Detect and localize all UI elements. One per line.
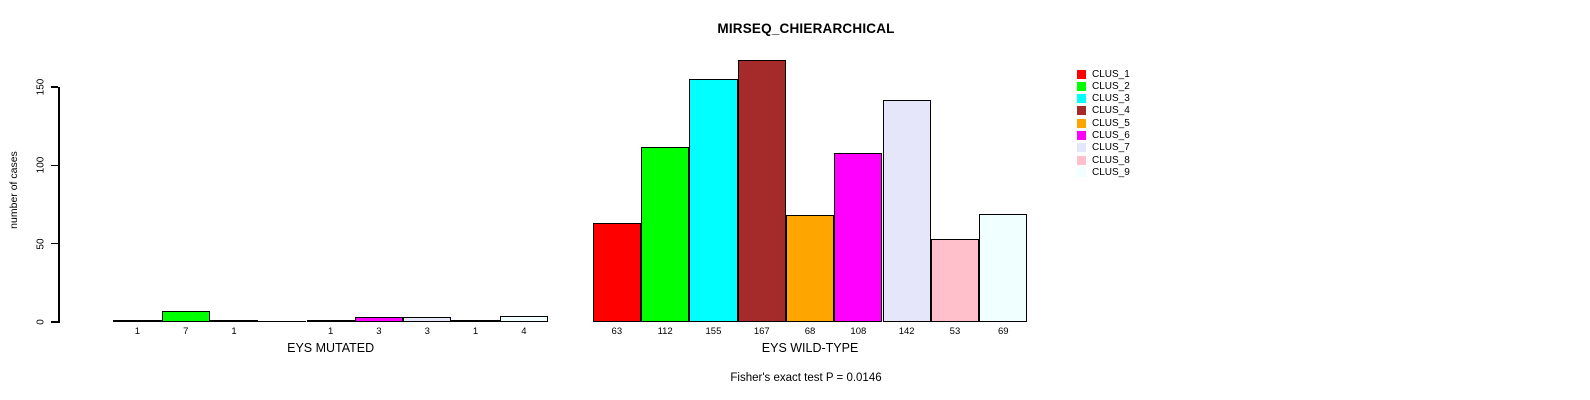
bar-eys-wild-type-clus-5 [785,215,835,322]
bar-value-label: 3 [424,326,430,337]
bar-value-label: 1 [231,326,237,337]
legend-label-clus-5: CLUS_5 [1092,117,1130,129]
y-tick-label: 0 [35,319,47,325]
x-group-label-eys-wild-type: EYS WILD-TYPE [761,341,859,355]
bar-eys-wild-type-clus-9 [979,214,1028,322]
bar-value-label: 142 [898,326,915,337]
y-tick-label: 50 [35,238,47,250]
bar-eys-mutated-clus-1 [113,320,162,322]
y-tick-label: 150 [35,78,47,96]
bar-value-label: 155 [705,326,722,337]
legend-swatch-clus-4 [1077,106,1086,116]
bar-eys-mutated-clus-7 [403,317,452,322]
bar-eys-mutated-clus-9 [499,316,548,322]
y-tick-mark [51,321,58,323]
legend-label-clus-8: CLUS_8 [1092,154,1130,166]
bar-value-label: 1 [328,326,334,337]
y-axis [58,87,60,323]
legend-swatch-clus-1 [1077,69,1086,79]
y-tick-mark [51,86,58,88]
y-tick-label: 100 [35,156,47,174]
bar-value-label: 108 [850,326,867,337]
bar-value-label: 68 [804,326,816,337]
legend-swatch-clus-8 [1077,155,1086,165]
bar-value-label: 112 [657,326,673,337]
bar-eys-wild-type-clus-7 [882,100,931,322]
legend-swatch-clus-9 [1077,167,1086,177]
legend-label-clus-1: CLUS_1 [1092,68,1130,80]
fisher-test-annotation: Fisher's exact test P = 0.0146 [730,372,882,384]
legend-swatch-clus-7 [1077,143,1086,153]
bar-eys-mutated-clus-3 [209,320,259,322]
y-axis-label: number of cases [8,151,20,229]
chart-title: MIRSEQ_CHIERARCHICAL [717,21,895,36]
y-tick-mark [51,164,58,167]
bar-value-label: 1 [472,326,479,337]
bar-eys-mutated-clus-5 [306,320,355,322]
legend-label-clus-3: CLUS_3 [1092,93,1130,105]
legend-label-clus-6: CLUS_6 [1092,130,1130,141]
bar-value-label: 53 [949,326,961,337]
bar-eys-mutated-clus-8 [451,320,500,322]
legend-swatch-clus-2 [1077,81,1086,91]
bar-value-label: 69 [997,326,1009,337]
legend-swatch-clus-3 [1077,94,1086,104]
legend-swatch-clus-6 [1077,131,1086,140]
bar-value-label: 3 [376,326,382,337]
legend-label-clus-7: CLUS_7 [1092,142,1130,154]
legend-swatch-clus-5 [1077,118,1086,128]
x-group-label-eys-mutated: EYS MUTATED [287,341,375,355]
legend-label-clus-9: CLUS_9 [1092,166,1130,178]
bar-eys-wild-type-clus-1 [592,223,641,322]
legend-label-clus-4: CLUS_4 [1092,105,1130,117]
bar-value-label: 4 [521,326,527,337]
bar-eys-wild-type-clus-3 [689,79,738,322]
bar-value-label: 167 [753,326,770,337]
bar-eys-wild-type-clus-6 [834,153,883,322]
bar-eys-mutated-clus-6 [354,317,404,322]
bar-eys-wild-type-clus-4 [737,60,786,322]
bar-value-label: 1 [134,326,141,337]
legend-label-clus-2: CLUS_2 [1092,80,1130,92]
bar-value-label: 63 [611,326,623,337]
bar-eys-wild-type-clus-2 [641,147,690,322]
bar-eys-wild-type-clus-8 [930,239,980,322]
y-tick-mark [51,242,58,245]
bar-eys-mutated-clus-4 [258,321,307,322]
bar-value-label: 7 [183,326,189,337]
bar-eys-mutated-clus-2 [161,311,210,322]
